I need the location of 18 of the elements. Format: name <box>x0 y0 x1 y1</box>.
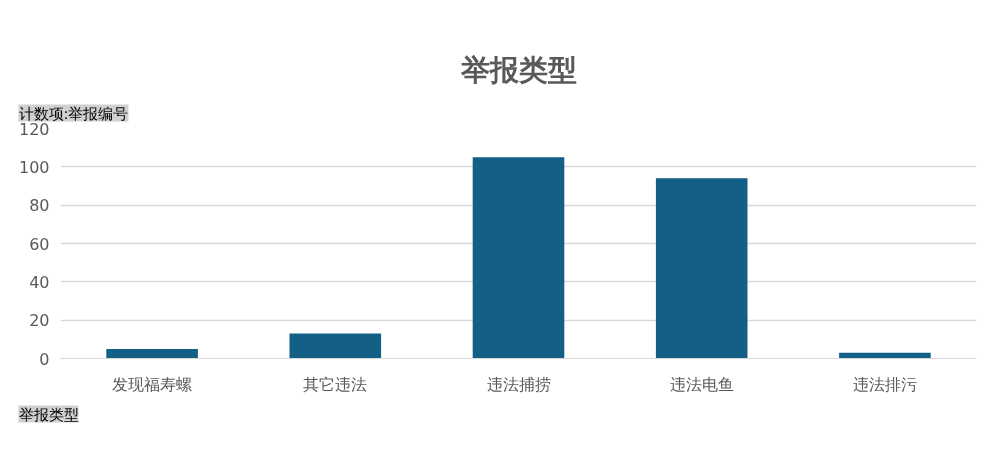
x-tick-label: 违法排污 <box>852 374 917 394</box>
x-tick-label: 发现福寿螺 <box>112 374 193 394</box>
y-tick-label: 60 <box>29 234 50 254</box>
bar <box>655 178 748 359</box>
y-tick-label: 100 <box>18 157 50 177</box>
y-tick-label: 40 <box>29 272 50 292</box>
bar <box>106 348 198 359</box>
y-tick-label: 0 <box>39 349 50 369</box>
bar <box>289 333 382 359</box>
text: 计数项:举报编号 <box>18 104 129 122</box>
y-tick-label: 20 <box>29 311 50 331</box>
x-tick-label: 其它违法 <box>303 374 368 394</box>
bar <box>472 157 565 359</box>
chart-title: 举报类型 <box>459 52 577 87</box>
x-tick-label: 违法电鱼 <box>669 374 734 394</box>
x-tick-label: 违法捕捞 <box>486 374 551 394</box>
text: 举报类型 <box>18 405 79 423</box>
y-tick-label: 80 <box>29 196 50 216</box>
